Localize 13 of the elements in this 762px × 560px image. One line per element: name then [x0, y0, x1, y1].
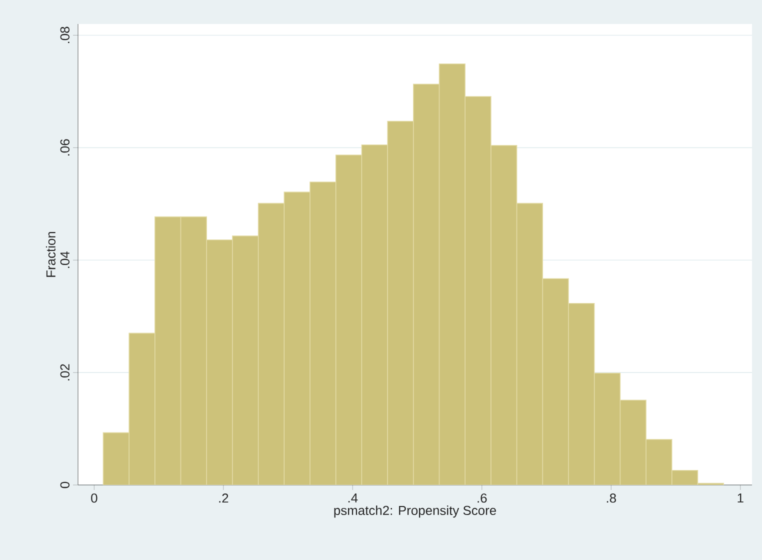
x-tick-label: .8: [606, 494, 616, 503]
y-tick-label: 0: [60, 482, 70, 488]
x-axis-title: psmatch2: Propensity Score: [334, 506, 496, 518]
y-tick-label: .06: [60, 139, 70, 156]
x-tick-label: 0: [91, 494, 98, 503]
x-tick-label: .2: [219, 494, 228, 503]
y-tick-label: .04: [60, 251, 70, 268]
x-tick-label: .6: [478, 494, 487, 503]
y-tick-label: .02: [60, 364, 70, 380]
x-tick-label: 1: [738, 494, 744, 502]
x-tick-label: .4: [348, 494, 358, 502]
y-axis-title: Fraction: [46, 232, 56, 277]
y-tick-label: .08: [60, 26, 70, 44]
